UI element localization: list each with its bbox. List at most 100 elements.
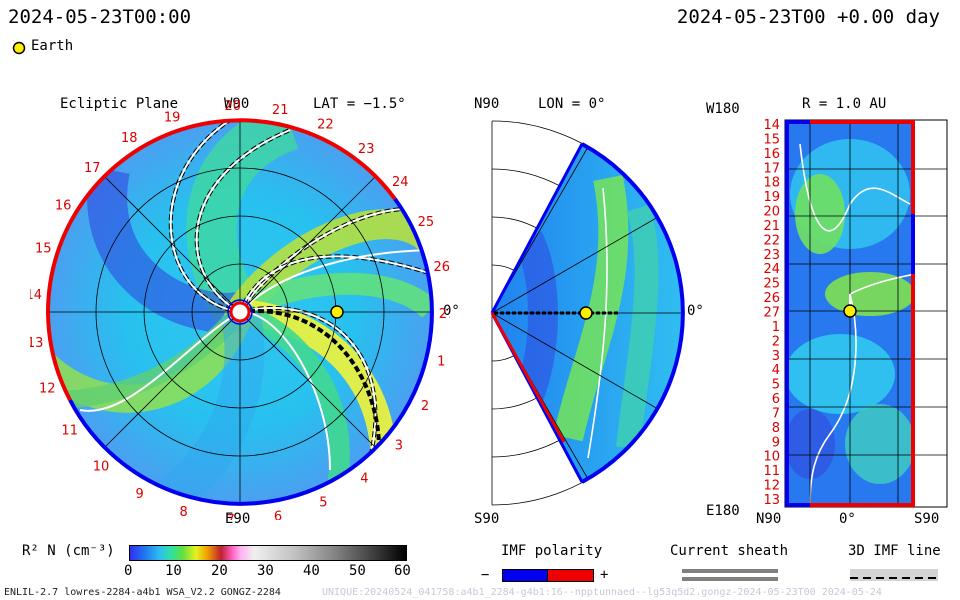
ecliptic-day-tick: 7 [226,513,234,520]
radial-ytick: 12 [763,479,780,494]
ecliptic-day-tick: 27 [439,307,450,322]
radial-ytick: 3 [772,349,780,364]
ecliptic-day-tick: 4 [360,471,368,486]
header-right-time: 2024-05-23T00 +0.00 day [676,6,940,28]
radial-ytick: 26 [763,291,780,306]
colorbar-tick-50: 50 [349,563,366,579]
meridional-top-left: N90 [474,96,500,112]
ecliptic-title: Ecliptic Plane [60,96,179,112]
ecliptic-day-tick: 1 [437,354,445,369]
ecliptic-earth-marker [330,305,344,319]
radial-ytick: 11 [763,464,780,479]
ecliptic-day-tick: 15 [35,242,52,257]
ecliptic-day-tick: 23 [358,142,375,157]
meridional-lon-label: LON = 0° [538,96,606,112]
radial-ytick: 9 [772,435,780,450]
radial-ytick: 22 [763,233,780,248]
ecliptic-day-tick: 9 [136,487,144,502]
ecliptic-day-tick: 5 [319,496,327,511]
ecliptic-day-tick: 21 [272,103,289,118]
ecliptic-day-tick: 10 [93,459,110,474]
footer-right: UNIQUE:20240524_041758:a4b1_2284-g4b1:16… [322,587,882,598]
imf-polarity-title: IMF polarity [501,543,603,559]
radial-ytick: 7 [772,407,780,422]
ecliptic-day-tick: 2 [421,399,429,414]
header-left-time: 2024-05-23T00:00 [8,6,192,28]
meridional-plot [490,120,685,506]
ecliptic-day-tick: 11 [61,424,78,439]
ecliptic-day-tick: 25 [418,215,435,230]
ecliptic-day-tick: 12 [39,382,56,397]
imf-3d-line-title: 3D IMF line [848,543,941,559]
radial-ytick: 1 [772,320,780,335]
colorbar-tick-10: 10 [165,563,182,579]
radial-ytick: 27 [763,306,780,321]
meridional-bottom-left: S90 [474,511,500,527]
colorbar-tick-20: 20 [211,563,228,579]
radial-ytick: 25 [763,277,780,292]
radial-ytick: 16 [763,147,780,162]
ecliptic-day-tick: 22 [317,117,334,132]
radial-xtick-zero: 0° [839,511,856,527]
colorbar-label: R² N (cm⁻³) [22,543,115,559]
current-sheath-title: Current sheath [670,543,789,559]
radial-xtick-n90: N90 [756,511,782,527]
radial-bottom-left: E180 [706,503,740,519]
radial-ytick: 18 [763,176,780,191]
imf-positive-swatch [547,569,594,582]
ecliptic-top-label: W90 [224,96,250,112]
radial-ytick: 15 [763,132,780,147]
radial-ytick: 6 [772,392,780,407]
radial-ytick: 21 [763,219,780,234]
radial-ytick: 14 [763,118,780,133]
ecliptic-day-tick: 3 [395,439,403,454]
ecliptic-zero-label: 0° [443,303,460,319]
radial-earth-marker [843,304,857,318]
colorbar-tick-30: 30 [257,563,274,579]
ecliptic-lat-label: LAT = −1.5° [313,96,406,112]
radial-plot: 1415161718192021222324252627123456789101… [763,118,948,508]
ecliptic-day-tick: 18 [121,131,138,146]
colorbar-tick-40: 40 [303,563,320,579]
meridional-zero-label: 0° [687,303,704,319]
radial-xtick-s90: S90 [914,511,940,527]
radial-ytick: 24 [763,262,780,277]
radial-ytick: 5 [772,378,780,393]
imf-3d-line-swatch [850,569,938,581]
radial-ytick: 8 [772,421,780,436]
radial-ytick: 20 [763,205,780,220]
ecliptic-day-tick: 6 [274,510,282,521]
radial-ytick: 13 [763,493,780,508]
earth-legend-label: Earth [31,38,74,54]
ecliptic-day-tick: 19 [164,110,181,125]
ecliptic-day-tick: 13 [30,336,43,351]
ecliptic-day-tick: 14 [30,288,42,303]
imf-negative-swatch [502,569,549,582]
radial-ytick: 4 [772,363,780,378]
radial-top-left: W180 [706,101,740,117]
ecliptic-day-tick: 8 [179,505,187,520]
earth-legend-icon [12,40,26,55]
ecliptic-bottom-label: E90 [225,511,251,527]
current-sheath-swatch-bottom [682,577,778,581]
ecliptic-day-tick: 26 [434,260,450,275]
radial-ytick: 23 [763,248,780,263]
footer-left: ENLIL-2.7 lowres-2284-a4b1 WSA_V2.2 GONG… [4,587,281,598]
ecliptic-day-tick: 24 [392,175,409,190]
radial-r-label: R = 1.0 AU [802,96,887,112]
imf-minus-label: − [481,567,490,583]
ecliptic-day-tick: 20 [225,100,242,114]
radial-ytick: 19 [763,190,780,205]
colorbar [129,545,407,561]
radial-ytick: 17 [763,161,780,176]
imf-plus-label: + [600,567,609,583]
radial-ytick: 2 [772,334,780,349]
ecliptic-day-tick: 16 [55,199,72,214]
current-sheath-swatch-top [682,569,778,573]
colorbar-tick-60: 60 [394,563,411,579]
meridional-earth-marker [579,306,593,320]
ecliptic-day-tick: 17 [84,161,101,176]
radial-ytick: 10 [763,450,780,465]
colorbar-tick-0: 0 [124,563,133,579]
ecliptic-plot: 2021222324252627123456789101112131415161… [30,100,450,520]
